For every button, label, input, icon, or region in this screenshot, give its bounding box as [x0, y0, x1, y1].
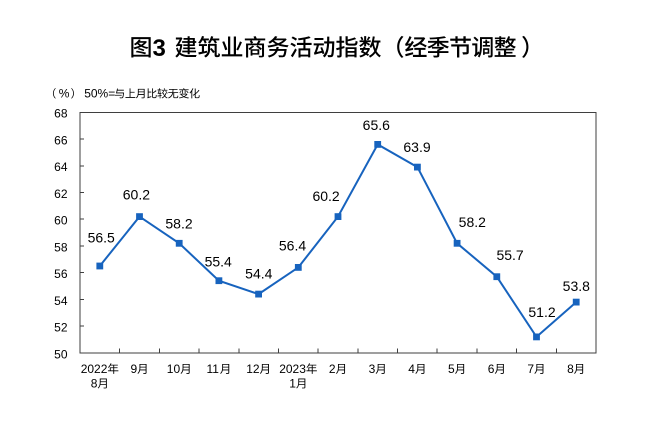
- svg-text:55.4: 55.4: [205, 253, 232, 269]
- svg-text:60: 60: [54, 214, 68, 228]
- svg-text:53.8: 53.8: [563, 278, 590, 294]
- svg-text:58.2: 58.2: [459, 214, 486, 230]
- svg-text:8: 8: [567, 362, 574, 376]
- svg-text:66: 66: [54, 133, 68, 147]
- svg-text:62: 62: [54, 187, 68, 201]
- svg-text:52: 52: [54, 321, 68, 335]
- svg-text:68: 68: [54, 107, 68, 121]
- svg-text:8: 8: [91, 377, 98, 391]
- svg-text:60.2: 60.2: [312, 188, 339, 204]
- svg-text:2023: 2023: [279, 362, 306, 376]
- svg-text:58.2: 58.2: [165, 216, 192, 232]
- svg-text:9: 9: [131, 362, 138, 376]
- svg-text:64: 64: [54, 160, 68, 174]
- svg-text:65.6: 65.6: [363, 117, 390, 133]
- svg-text:3: 3: [369, 362, 376, 376]
- svg-text:5: 5: [448, 362, 455, 376]
- svg-text:56.4: 56.4: [279, 237, 306, 253]
- svg-text:54: 54: [54, 294, 68, 308]
- svg-text:%: %: [59, 87, 70, 101]
- svg-text:1: 1: [289, 377, 296, 391]
- svg-text:63.9: 63.9: [403, 139, 430, 155]
- svg-text:2022: 2022: [81, 362, 108, 376]
- svg-text:4: 4: [408, 362, 415, 376]
- svg-text:3: 3: [153, 35, 166, 62]
- svg-text:54.4: 54.4: [245, 266, 272, 282]
- svg-text:12: 12: [246, 362, 260, 376]
- svg-text:7: 7: [527, 362, 534, 376]
- svg-text:55.7: 55.7: [496, 247, 523, 263]
- svg-text:50: 50: [54, 347, 68, 361]
- svg-text:50%=: 50%=: [84, 87, 115, 101]
- svg-text:58: 58: [54, 240, 68, 254]
- svg-text:60.2: 60.2: [123, 187, 150, 203]
- svg-text:10: 10: [167, 362, 181, 376]
- svg-text:6: 6: [488, 362, 495, 376]
- svg-text:2: 2: [329, 362, 336, 376]
- svg-text:56.5: 56.5: [88, 230, 115, 246]
- svg-text:11: 11: [207, 362, 220, 376]
- svg-text:56: 56: [54, 267, 68, 281]
- svg-text:51.2: 51.2: [528, 304, 555, 320]
